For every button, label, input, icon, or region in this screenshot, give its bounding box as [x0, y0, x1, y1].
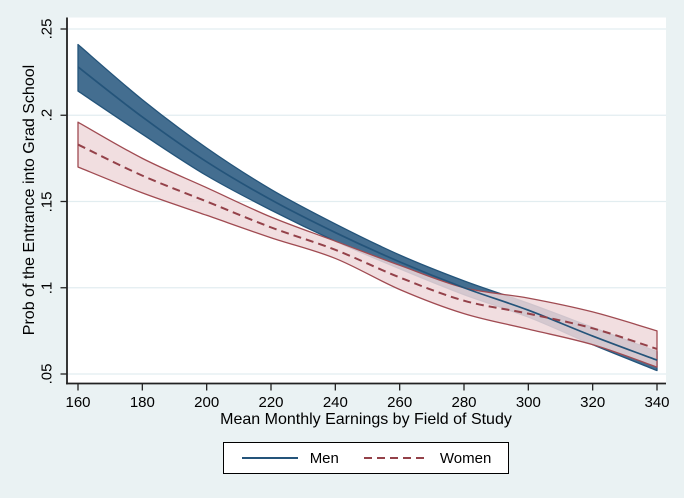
x-tick-label: 240	[322, 394, 348, 411]
legend-entry-men: Men	[241, 450, 339, 467]
x-tick-label: 320	[580, 394, 606, 411]
x-tick-label: 260	[387, 394, 413, 411]
women-line	[77, 143, 658, 350]
x-tick-label: 300	[515, 394, 541, 411]
men-line-swatch-icon	[241, 457, 298, 459]
y-tick-label: .15	[38, 191, 56, 212]
x-tick-label: 180	[129, 394, 155, 411]
y-axis-title: Prob of the Entrance into Grad School	[21, 64, 38, 336]
x-tick-label: 340	[644, 394, 670, 411]
x-tick-label: 160	[65, 394, 91, 411]
y-tick-label: .1	[38, 281, 56, 295]
legend: Men Women	[223, 442, 509, 474]
y-tick-label: .2	[38, 108, 56, 122]
x-tick-label: 280	[451, 394, 477, 411]
women-line-swatch-icon	[363, 457, 428, 459]
x-tick-label: 220	[258, 394, 284, 411]
legend-entry-women: Women	[363, 450, 491, 467]
x-tick-label: 200	[194, 394, 220, 411]
women-ci-band	[77, 121, 658, 368]
x-axis-title: Mean Monthly Earnings by Field of Study	[220, 411, 512, 428]
legend-men-label: Men	[309, 449, 339, 467]
legend-women-label: Women	[439, 449, 492, 467]
y-tick-label: .05	[38, 363, 56, 385]
men-line	[77, 66, 658, 361]
y-tick-label: .25	[38, 18, 56, 40]
